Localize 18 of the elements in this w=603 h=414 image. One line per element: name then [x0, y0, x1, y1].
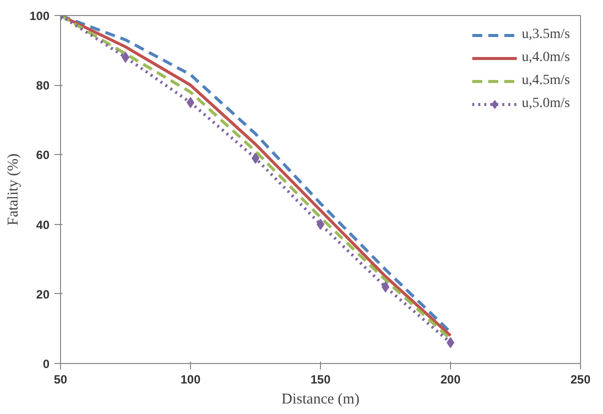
y-tick-label: 40 [36, 218, 50, 232]
point [186, 97, 194, 108]
legend-label: u,4.0m/s [522, 50, 570, 66]
y-tick-label: 80 [36, 78, 50, 93]
legend-label: u,3.5m/s [522, 27, 570, 43]
y-tick-label: 20 [36, 287, 50, 302]
y-tick-label: 0 [42, 357, 50, 371]
legend-label: u,5.0m/s [522, 96, 570, 112]
legend-label: u,4.5m/s [522, 73, 570, 89]
x-tick-label: 250 [570, 372, 591, 386]
x-tick-label: 100 [180, 372, 201, 386]
x-axis-title: Distance (m) [282, 392, 360, 408]
y-tick-label: 60 [36, 148, 50, 162]
y-axis-title: Fatality (%) [5, 153, 22, 226]
y-tick-label: 100 [29, 9, 50, 23]
x-tick-label: 200 [440, 372, 461, 386]
x-tick-label: 150 [310, 372, 331, 386]
x-tick-label: 50 [54, 372, 68, 386]
